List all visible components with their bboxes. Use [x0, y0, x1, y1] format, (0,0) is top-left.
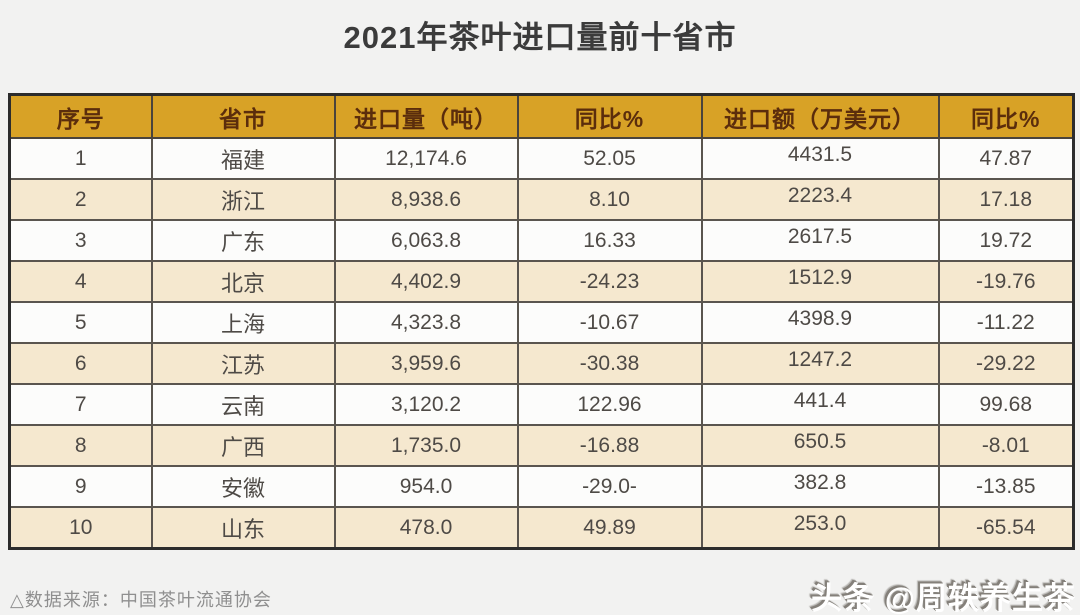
cell-import-value: 4431.5	[700, 137, 940, 180]
cell-import-volume: 4,402.9	[333, 260, 519, 303]
cell-rank: 4	[8, 260, 153, 303]
tea-import-table: 序号 省市 进口量（吨） 同比% 进口额（万美元） 同比% 1 福建 12,17…	[8, 93, 1075, 550]
cell-yoy-volume: 16.33	[516, 219, 703, 262]
cell-province: 安徽	[150, 465, 336, 508]
cell-import-value-text: 2223.4	[787, 183, 853, 207]
cell-import-value-text: 1247.2	[787, 347, 853, 371]
toutiao-watermark: 头条 @周轶养生茶	[811, 581, 1076, 615]
cell-import-value-text: 1512.9	[787, 265, 853, 289]
cell-yoy-value: 99.68	[937, 383, 1075, 426]
cell-import-value-text: 441.4	[793, 388, 847, 412]
cell-import-value-text: 382.8	[793, 470, 847, 494]
cell-import-value: 650.5	[700, 424, 940, 467]
cell-import-volume: 4,323.8	[333, 301, 519, 344]
column-header-rank: 序号	[8, 93, 153, 139]
column-header-yoy-value: 同比%	[937, 93, 1075, 139]
data-source-note: △数据来源：中国茶叶流通协会	[10, 590, 272, 610]
cell-yoy-volume: 52.05	[516, 137, 703, 180]
table-row: 4 北京 4,402.9 -24.23 1512.9 -19.76	[8, 260, 1075, 303]
table-row: 2 浙江 8,938.6 8.10 2223.4 17.18	[8, 178, 1075, 221]
cell-yoy-value: 47.87	[937, 137, 1075, 180]
cell-yoy-value: -13.85	[937, 465, 1075, 508]
cell-rank: 7	[8, 383, 153, 426]
cell-import-volume: 1,735.0	[333, 424, 519, 467]
cell-import-value-text: 2617.5	[787, 224, 853, 248]
cell-province: 浙江	[150, 178, 336, 221]
cell-import-volume: 954.0	[333, 465, 519, 508]
cell-import-value-text: 253.0	[793, 511, 847, 535]
cell-yoy-volume: -30.38	[516, 342, 703, 385]
cell-yoy-volume: 49.89	[516, 506, 703, 550]
cell-yoy-volume: -16.88	[516, 424, 703, 467]
table-row: 1 福建 12,174.6 52.05 4431.5 47.87	[8, 137, 1075, 180]
table-row: 5 上海 4,323.8 -10.67 4398.9 -11.22	[8, 301, 1075, 344]
table-row: 10 山东 478.0 49.89 253.0 -65.54	[8, 506, 1075, 550]
cell-rank: 1	[8, 137, 153, 180]
cell-yoy-volume: -24.23	[516, 260, 703, 303]
cell-yoy-value: -11.22	[937, 301, 1075, 344]
cell-import-value: 253.0	[700, 506, 940, 550]
cell-rank: 8	[8, 424, 153, 467]
table-row: 6 江苏 3,959.6 -30.38 1247.2 -29.22	[8, 342, 1075, 385]
cell-yoy-volume: 8.10	[516, 178, 703, 221]
column-header-import-volume: 进口量（吨）	[333, 93, 519, 139]
cell-import-value-text: 650.5	[793, 429, 847, 453]
column-header-province: 省市	[150, 93, 336, 139]
cell-import-value: 2617.5	[700, 219, 940, 262]
cell-import-value-text: 4398.9	[787, 306, 853, 330]
cell-import-value: 2223.4	[700, 178, 940, 221]
cell-yoy-value: -29.22	[937, 342, 1075, 385]
cell-rank: 2	[8, 178, 153, 221]
cell-yoy-value: 19.72	[937, 219, 1075, 262]
cell-import-value: 382.8	[700, 465, 940, 508]
cell-yoy-value: -65.54	[937, 506, 1075, 550]
cell-rank: 3	[8, 219, 153, 262]
cell-import-value: 441.4	[700, 383, 940, 426]
cell-yoy-volume: 122.96	[516, 383, 703, 426]
cell-yoy-volume: -29.0-	[516, 465, 703, 508]
cell-province: 北京	[150, 260, 336, 303]
cell-import-volume: 12,174.6	[333, 137, 519, 180]
cell-province: 云南	[150, 383, 336, 426]
cell-rank: 5	[8, 301, 153, 344]
table-row: 7 云南 3,120.2 122.96 441.4 99.68	[8, 383, 1075, 426]
cell-yoy-value: 17.18	[937, 178, 1075, 221]
column-header-import-value: 进口额（万美元）	[700, 93, 940, 139]
cell-import-volume: 6,063.8	[333, 219, 519, 262]
cell-rank: 6	[8, 342, 153, 385]
cell-province: 福建	[150, 137, 336, 180]
cell-province: 上海	[150, 301, 336, 344]
table-row: 9 安徽 954.0 -29.0- 382.8 -13.85	[8, 465, 1075, 508]
cell-province: 广东	[150, 219, 336, 262]
cell-import-value: 1247.2	[700, 342, 940, 385]
page-title: 2021年茶叶进口量前十省市	[343, 20, 737, 55]
cell-import-volume: 8,938.6	[333, 178, 519, 221]
cell-yoy-value: -8.01	[937, 424, 1075, 467]
cell-province: 广西	[150, 424, 336, 467]
cell-import-volume: 3,120.2	[333, 383, 519, 426]
cell-province: 江苏	[150, 342, 336, 385]
column-header-yoy-volume: 同比%	[516, 93, 703, 139]
table-row: 8 广西 1,735.0 -16.88 650.5 -8.01	[8, 424, 1075, 467]
cell-rank: 10	[8, 506, 153, 550]
cell-import-value: 4398.9	[700, 301, 940, 344]
cell-province: 山东	[150, 506, 336, 550]
cell-yoy-volume: -10.67	[516, 301, 703, 344]
cell-rank: 9	[8, 465, 153, 508]
table-row: 3 广东 6,063.8 16.33 2617.5 19.72	[8, 219, 1075, 262]
header-row: 序号 省市 进口量（吨） 同比% 进口额（万美元） 同比%	[8, 93, 1075, 139]
cell-import-volume: 478.0	[333, 506, 519, 550]
cell-import-volume: 3,959.6	[333, 342, 519, 385]
cell-yoy-value: -19.76	[937, 260, 1075, 303]
cell-import-value-text: 4431.5	[787, 142, 853, 166]
cell-import-value: 1512.9	[700, 260, 940, 303]
